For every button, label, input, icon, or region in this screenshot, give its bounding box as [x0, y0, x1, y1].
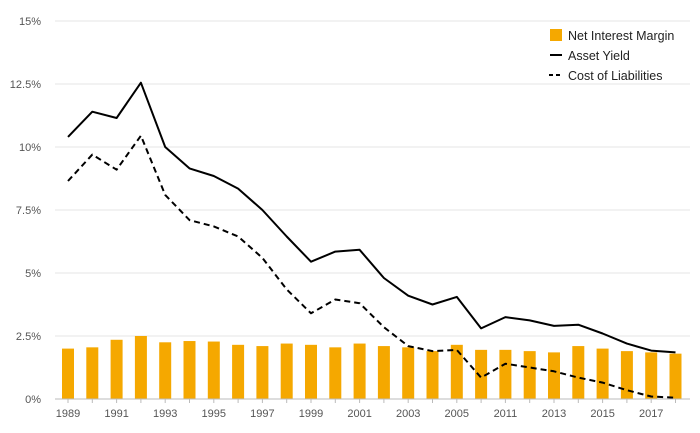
- bar-1998: [280, 343, 293, 399]
- x-tick-label: 1993: [153, 408, 177, 420]
- y-axis-tick-labels: 0% 2.5% 5% 7.5% 10% 12.5% 15%: [10, 16, 41, 406]
- bar-series-net-interest-margin: [62, 336, 682, 399]
- bar-2001: [353, 343, 366, 399]
- y-tick-label: 2.5%: [16, 331, 41, 343]
- x-tick-label: 2017: [639, 408, 663, 420]
- x-tick-label: 1991: [104, 408, 128, 420]
- bar-2010: [475, 349, 488, 399]
- line-asset-yield: [67, 81, 676, 354]
- bar-2016: [620, 351, 633, 399]
- bar-1990: [86, 347, 99, 399]
- x-tick-label: 1995: [202, 408, 226, 420]
- y-tick-label: 12.5%: [10, 79, 41, 91]
- y-tick-label: 10%: [19, 142, 41, 154]
- x-axis-tick-labels: 1989 1991 1993 1995 1997 1999 2001 2003 2005 2011…: [56, 408, 664, 420]
- x-tick-label: 2003: [396, 408, 420, 420]
- line-series: [67, 81, 676, 399]
- bar-2012: [523, 351, 536, 399]
- x-tick-label: 2001: [347, 408, 371, 420]
- x-tick-label: 1989: [56, 408, 80, 420]
- bar-1994: [183, 341, 196, 399]
- bar-2018: [669, 353, 682, 399]
- bar-1989: [62, 348, 74, 399]
- y-tick-label: 15%: [19, 16, 41, 28]
- x-tick-label: 2013: [542, 408, 566, 420]
- bar-1993: [159, 342, 172, 399]
- x-tick-label: 1999: [299, 408, 323, 420]
- bar-1992: [134, 336, 147, 399]
- bar-1996: [232, 344, 245, 399]
- bar-2014: [572, 346, 585, 399]
- bar-2002: [377, 346, 390, 399]
- legend-label-asset-yield: Asset Yield: [568, 49, 630, 63]
- legend-swatch-net-interest-margin: [550, 29, 562, 41]
- bar-2003: [402, 347, 415, 399]
- legend: Net Interest Margin Asset Yield Cost of …: [549, 29, 674, 83]
- y-tick-label: 0%: [25, 394, 41, 406]
- x-tick-label: 1997: [250, 408, 274, 420]
- bar-2011: [499, 349, 512, 399]
- bar-1991: [110, 339, 123, 399]
- x-tick-label: 2015: [590, 408, 614, 420]
- bar-2015: [596, 348, 609, 399]
- y-tick-label: 7.5%: [16, 205, 41, 217]
- bar-2013: [548, 352, 560, 399]
- bar-1997: [256, 346, 269, 399]
- line-cost-of-liabilities: [67, 134, 676, 399]
- bar-2005: [450, 344, 463, 399]
- x-axis: [55, 398, 690, 403]
- x-tick-label: 2005: [445, 408, 469, 420]
- bar-2017: [645, 352, 658, 399]
- bar-2000: [329, 347, 342, 399]
- y-tick-label: 5%: [25, 268, 41, 280]
- legend-label-cost-of-liabilities: Cost of Liabilities: [568, 69, 663, 83]
- legend-label-net-interest-margin: Net Interest Margin: [568, 29, 674, 43]
- bar-1995: [207, 341, 220, 399]
- gridlines: [55, 20, 690, 337]
- x-tick-label: 2011: [494, 408, 518, 420]
- bar-2004: [426, 351, 439, 399]
- bar-1999: [305, 344, 317, 399]
